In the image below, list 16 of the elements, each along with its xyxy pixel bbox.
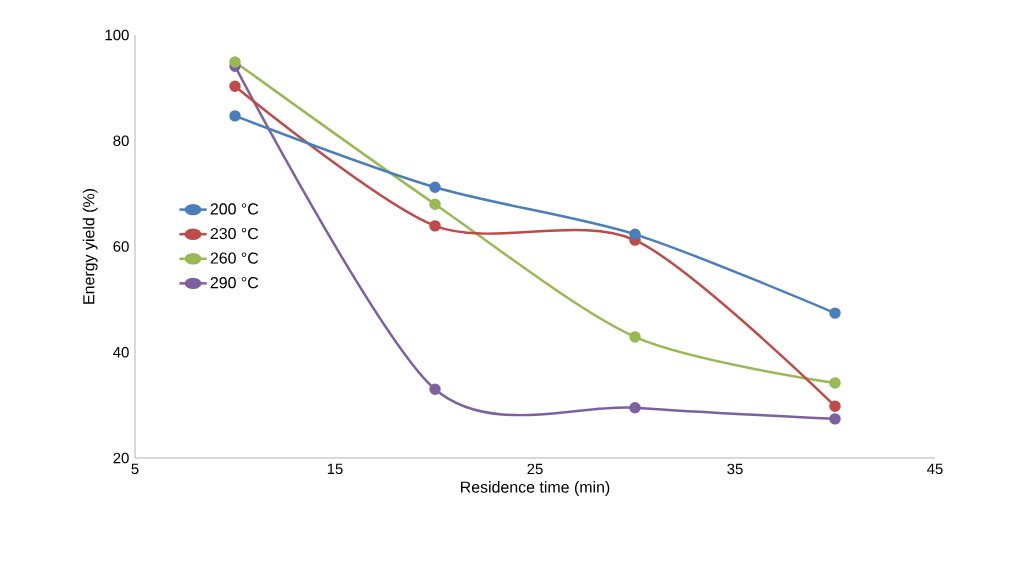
legend-label: 200 °C	[210, 203, 259, 215]
x-tick-label: 35	[727, 463, 743, 475]
legend-label: 290 °C	[210, 277, 259, 289]
y-tick-label: 40	[113, 346, 129, 358]
x-tick-label: 5	[131, 463, 139, 475]
y-tick-label: 100	[105, 29, 129, 41]
y-tick-label: 80	[113, 135, 129, 147]
x-tick-label: 45	[927, 463, 943, 475]
legend-label: 260 °C	[210, 252, 259, 264]
y-axis-title: Energy yield (%)	[82, 189, 98, 304]
x-tick-label: 15	[327, 463, 343, 475]
x-axis-title: Residence time (min)	[461, 481, 610, 496]
y-tick-label: 60	[113, 241, 129, 252]
legend-label: 230 °C	[210, 227, 259, 240]
x-tick-label: 25	[527, 463, 543, 475]
y-tick-label: 20	[113, 452, 129, 464]
